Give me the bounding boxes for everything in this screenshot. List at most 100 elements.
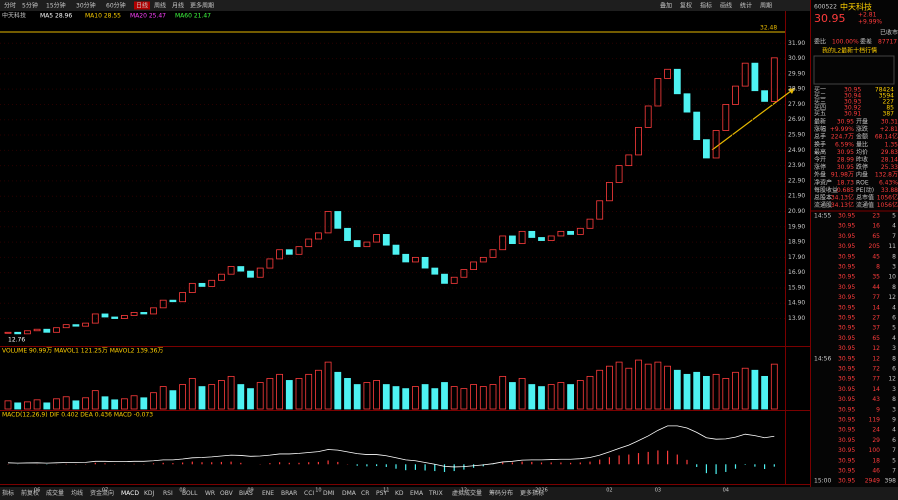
- tool-button[interactable]: 指标: [700, 2, 712, 10]
- indicator-tab[interactable]: KD: [395, 490, 404, 497]
- date-label: 04: [723, 488, 729, 494]
- period-button[interactable]: 月线: [172, 2, 184, 10]
- candle: [305, 238, 313, 248]
- indicator-tab[interactable]: 前复权: [21, 489, 39, 497]
- indicator-tab[interactable]: CCI: [304, 490, 314, 497]
- candle: [188, 282, 196, 293]
- candle: [411, 256, 419, 263]
- tick-count: 5: [892, 457, 896, 464]
- candle: [72, 324, 80, 327]
- candle: [586, 218, 594, 229]
- tick-count: 12: [888, 376, 896, 383]
- date-label: 12: [461, 488, 467, 494]
- period-button[interactable]: 周线: [154, 2, 166, 10]
- candle: [247, 270, 254, 278]
- volume-bar: [576, 380, 584, 410]
- tick-price: 30.95: [838, 325, 855, 332]
- tick-price: 30.95: [838, 284, 855, 291]
- volume-bar: [538, 386, 545, 410]
- candle: [576, 227, 584, 235]
- indicator-tab[interactable]: 虚拟成交量: [452, 489, 482, 497]
- candle: [441, 273, 448, 284]
- volume-bar: [295, 378, 303, 410]
- date-label: 10: [315, 488, 321, 494]
- tick-count: 398: [885, 478, 897, 485]
- tool-button[interactable]: 复权: [680, 2, 692, 10]
- tool-button[interactable]: 统计: [740, 2, 752, 10]
- indicator-tab[interactable]: TRIX: [428, 490, 443, 497]
- tick-price: 30.95: [838, 335, 855, 342]
- tick-volume: 9: [876, 406, 880, 413]
- volume-bar: [441, 382, 448, 410]
- tick-volume: 8: [876, 264, 880, 271]
- period-button[interactable]: 60分钟: [106, 2, 126, 10]
- indicator-tab[interactable]: 均线: [71, 489, 83, 497]
- date-label: 02: [606, 488, 612, 494]
- indicator-tab[interactable]: 成交量: [46, 489, 64, 497]
- indicator-tab[interactable]: WR: [205, 490, 215, 497]
- stat: 224.7万: [831, 134, 854, 141]
- period-button[interactable]: 分时: [4, 2, 16, 10]
- period-button[interactable]: 15分钟: [46, 2, 66, 10]
- volume-bar: [159, 386, 167, 410]
- tick-count: 4: [892, 304, 896, 311]
- ratio: 87717: [878, 39, 897, 46]
- volume-bar: [344, 378, 351, 410]
- indicator-tab[interactable]: RSI: [163, 490, 173, 497]
- tick-count: 9: [892, 417, 896, 424]
- tick-volume: 65: [872, 233, 880, 240]
- indicator-tab[interactable]: BOLL: [182, 490, 198, 497]
- indicator-tab[interactable]: MACD: [121, 490, 139, 497]
- indicator-tab[interactable]: 指标: [2, 489, 14, 497]
- tick-volume: 16: [872, 223, 880, 230]
- volume-bar: [237, 384, 245, 410]
- indicator-tab[interactable]: KDJ: [144, 490, 155, 497]
- tick-price: 30.95: [838, 447, 855, 454]
- date-label: 07: [102, 488, 108, 494]
- tick-count: 3: [892, 345, 896, 352]
- indicator-tab[interactable]: DMI: [323, 490, 335, 497]
- indicator-tab[interactable]: BIAS: [239, 490, 253, 497]
- period-button[interactable]: 30分钟: [76, 2, 96, 10]
- period-button[interactable]: 更多周期: [190, 2, 214, 10]
- tool-button[interactable]: 周期: [760, 2, 772, 10]
- candle: [256, 267, 264, 278]
- tick-price: 30.95: [838, 213, 855, 220]
- indicator-tab[interactable]: ENE: [262, 490, 274, 497]
- indicator-tab[interactable]: 资金流向: [90, 489, 114, 497]
- indicator-tab[interactable]: 更多指标: [520, 489, 544, 497]
- tool-button[interactable]: 叠加: [660, 2, 672, 10]
- candle: [693, 111, 701, 141]
- candle: [450, 276, 458, 284]
- volume-bar: [305, 373, 313, 410]
- candle: [392, 244, 400, 255]
- indicator-tab[interactable]: PSY: [376, 490, 387, 497]
- candle: [741, 62, 749, 87]
- tick-time: 14:56: [814, 355, 831, 362]
- period-button[interactable]: 5分钟: [22, 2, 38, 10]
- indicator-tab[interactable]: DMA: [342, 490, 357, 497]
- indicator-tab[interactable]: EMA: [410, 490, 424, 497]
- indicator-tab[interactable]: OBV: [220, 490, 234, 497]
- indicator-tab[interactable]: 筹码分布: [489, 489, 513, 497]
- ratio: 委比: [814, 38, 826, 46]
- indicator-tab[interactable]: CR: [361, 490, 369, 497]
- price-tick: 24.90: [788, 147, 805, 154]
- volume-bar: [431, 388, 439, 410]
- candle: [111, 316, 119, 319]
- tick-volume: 44: [872, 284, 880, 291]
- volume-bar: [470, 384, 478, 410]
- stat: 1056亿: [877, 201, 898, 209]
- stat: 总市值: [856, 194, 874, 202]
- candle: [751, 62, 759, 92]
- stat: 28.14: [881, 157, 898, 164]
- indicator-tab[interactable]: BRAR: [281, 490, 297, 497]
- tick-time: 15:00: [814, 478, 831, 485]
- tool-button[interactable]: 画线: [720, 2, 732, 10]
- volume-bar: [266, 378, 274, 410]
- period-button[interactable]: 日线: [136, 2, 148, 10]
- candle: [101, 313, 109, 318]
- volume-bar: [421, 384, 429, 410]
- stat: 最新: [814, 118, 826, 126]
